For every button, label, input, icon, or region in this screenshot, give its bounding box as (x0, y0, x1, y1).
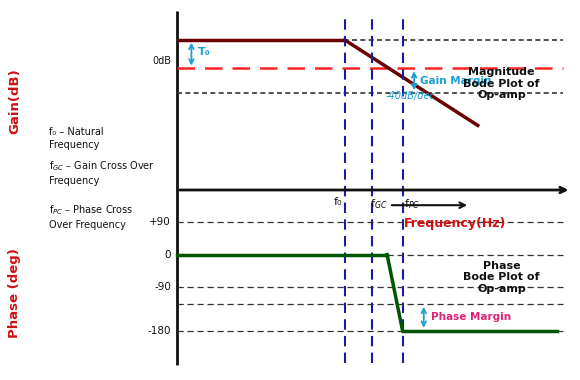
Text: -90: -90 (154, 282, 171, 292)
Text: Gain Margin: Gain Margin (420, 76, 491, 86)
Text: Phase
Bode Plot of
Op-amp: Phase Bode Plot of Op-amp (463, 261, 540, 294)
Text: Gain(dB): Gain(dB) (8, 68, 21, 134)
Text: Phase (deg): Phase (deg) (8, 249, 21, 339)
Text: -40dB/dec: -40dB/dec (385, 91, 435, 101)
Text: f$_{PC}$ – Phase Cross
Over Frequency: f$_{PC}$ – Phase Cross Over Frequency (49, 203, 134, 230)
Text: +90: +90 (150, 217, 171, 227)
Text: -180: -180 (147, 326, 171, 336)
Text: 0: 0 (165, 250, 171, 260)
Text: T₀: T₀ (198, 47, 211, 57)
Text: 0dB: 0dB (152, 57, 171, 66)
Text: f₀ – Natural
Frequency: f₀ – Natural Frequency (49, 127, 104, 150)
Text: f₀: f₀ (334, 197, 342, 207)
Text: Frequency(Hz): Frequency(Hz) (404, 217, 506, 230)
Text: f$_{PC}$: f$_{PC}$ (404, 197, 420, 211)
Text: f$_{GC}$ – Gain Cross Over
Frequency: f$_{GC}$ – Gain Cross Over Frequency (49, 159, 155, 187)
Text: Magnitude
Bode Plot of
Op-amp: Magnitude Bode Plot of Op-amp (463, 67, 540, 100)
Text: f$_{GC}$: f$_{GC}$ (370, 197, 387, 211)
Text: Phase Margin: Phase Margin (431, 312, 511, 322)
